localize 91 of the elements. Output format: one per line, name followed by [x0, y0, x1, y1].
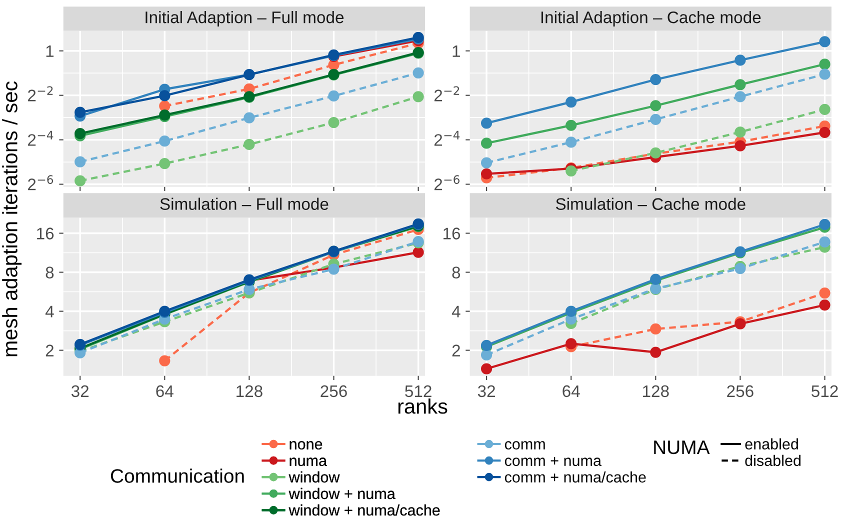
x-tick-label: 128	[236, 385, 262, 398]
y-tick-label: 8	[452, 266, 460, 278]
point	[819, 58, 830, 70]
point	[819, 218, 830, 230]
point	[734, 140, 746, 152]
y-tick-label: 2	[452, 344, 460, 356]
y-tick-label: 2$^{−6}$	[434, 175, 460, 190]
point	[159, 158, 170, 170]
chart-title: Simulation – Full mode	[160, 198, 328, 210]
y-tick-label: 1	[452, 45, 460, 57]
legend-label: comm + numa	[504, 457, 602, 466]
point	[566, 338, 577, 350]
point	[734, 262, 746, 274]
point	[650, 74, 662, 86]
x-tick-label: 256	[320, 385, 347, 398]
legend-label: comm	[504, 441, 545, 450]
point	[819, 126, 830, 138]
point	[328, 90, 340, 102]
point	[480, 138, 492, 149]
x-tick-label: 512	[812, 385, 838, 398]
point	[734, 91, 746, 102]
point	[734, 54, 746, 66]
point	[74, 128, 86, 140]
point	[480, 157, 492, 168]
point	[819, 287, 830, 299]
point	[159, 100, 170, 112]
x-tick-label: 64	[562, 385, 580, 398]
point	[412, 67, 424, 78]
point	[819, 68, 830, 80]
y-tick-label: 8	[46, 266, 54, 278]
x-tick-label: 512	[405, 385, 432, 398]
text: NUMA	[654, 440, 710, 454]
point	[566, 96, 577, 108]
y-tick-label: 2$^{−6}$	[28, 175, 54, 190]
point	[819, 36, 830, 48]
point	[412, 246, 424, 258]
legend-label: comm + numa/cache	[504, 471, 646, 483]
y-tick-label: 2$^{−4}$	[434, 130, 460, 146]
chart-title: Initial Adaption – Full mode	[146, 11, 344, 27]
point	[480, 349, 492, 361]
x-axis-title: ranks	[398, 398, 448, 414]
text: disabled	[745, 454, 801, 466]
point	[244, 138, 255, 150]
y-tick-label: 2	[46, 344, 54, 356]
point	[74, 175, 86, 186]
point	[480, 363, 492, 374]
point	[412, 91, 424, 102]
point	[328, 116, 340, 128]
chart-title: Initial Adaption – Cache mode	[541, 11, 761, 27]
point	[159, 136, 170, 147]
legend-label: window + numa	[288, 488, 396, 500]
legend-label: numa	[290, 458, 328, 466]
y-axis-title: mesh adaption iterations / sec	[2, 81, 22, 356]
point	[244, 112, 255, 124]
point	[650, 346, 662, 358]
point	[650, 323, 662, 335]
legend-label: window	[288, 471, 340, 483]
legend-label: none	[290, 441, 322, 450]
point	[734, 79, 746, 90]
point	[480, 168, 492, 180]
point	[159, 355, 170, 366]
point	[74, 156, 86, 168]
point	[566, 120, 577, 131]
y-tick-label: 16	[444, 228, 460, 240]
text: enabled	[745, 438, 798, 450]
point	[819, 236, 830, 248]
point	[480, 118, 492, 129]
point	[734, 126, 746, 138]
y-tick-label: 16	[37, 228, 54, 240]
point	[819, 104, 830, 116]
chart-title: Simulation – Cache mode	[556, 198, 746, 210]
x-tick-label: 32	[71, 385, 89, 398]
point	[566, 136, 577, 148]
point	[650, 114, 662, 125]
point	[650, 100, 662, 112]
y-tick-label: 4	[452, 306, 460, 318]
y-tick-label: 1	[46, 45, 54, 57]
point	[819, 299, 830, 311]
x-tick-label: 64	[156, 385, 174, 398]
point	[74, 106, 86, 118]
x-tick-label: 32	[478, 385, 495, 398]
legend-title: Communication	[110, 468, 244, 483]
point	[159, 90, 170, 102]
point	[244, 284, 255, 295]
y-tick-label: 2$^{−4}$	[28, 130, 54, 146]
y-tick-label: 2$^{−2}$	[28, 86, 53, 102]
y-tick-label: 2$^{−2}$	[434, 86, 460, 102]
x-tick-label: 128	[643, 385, 669, 398]
legend-label: window + numa/cache	[288, 504, 440, 516]
y-tick-label: 4	[45, 306, 54, 318]
x-tick-label: 256	[727, 385, 754, 398]
